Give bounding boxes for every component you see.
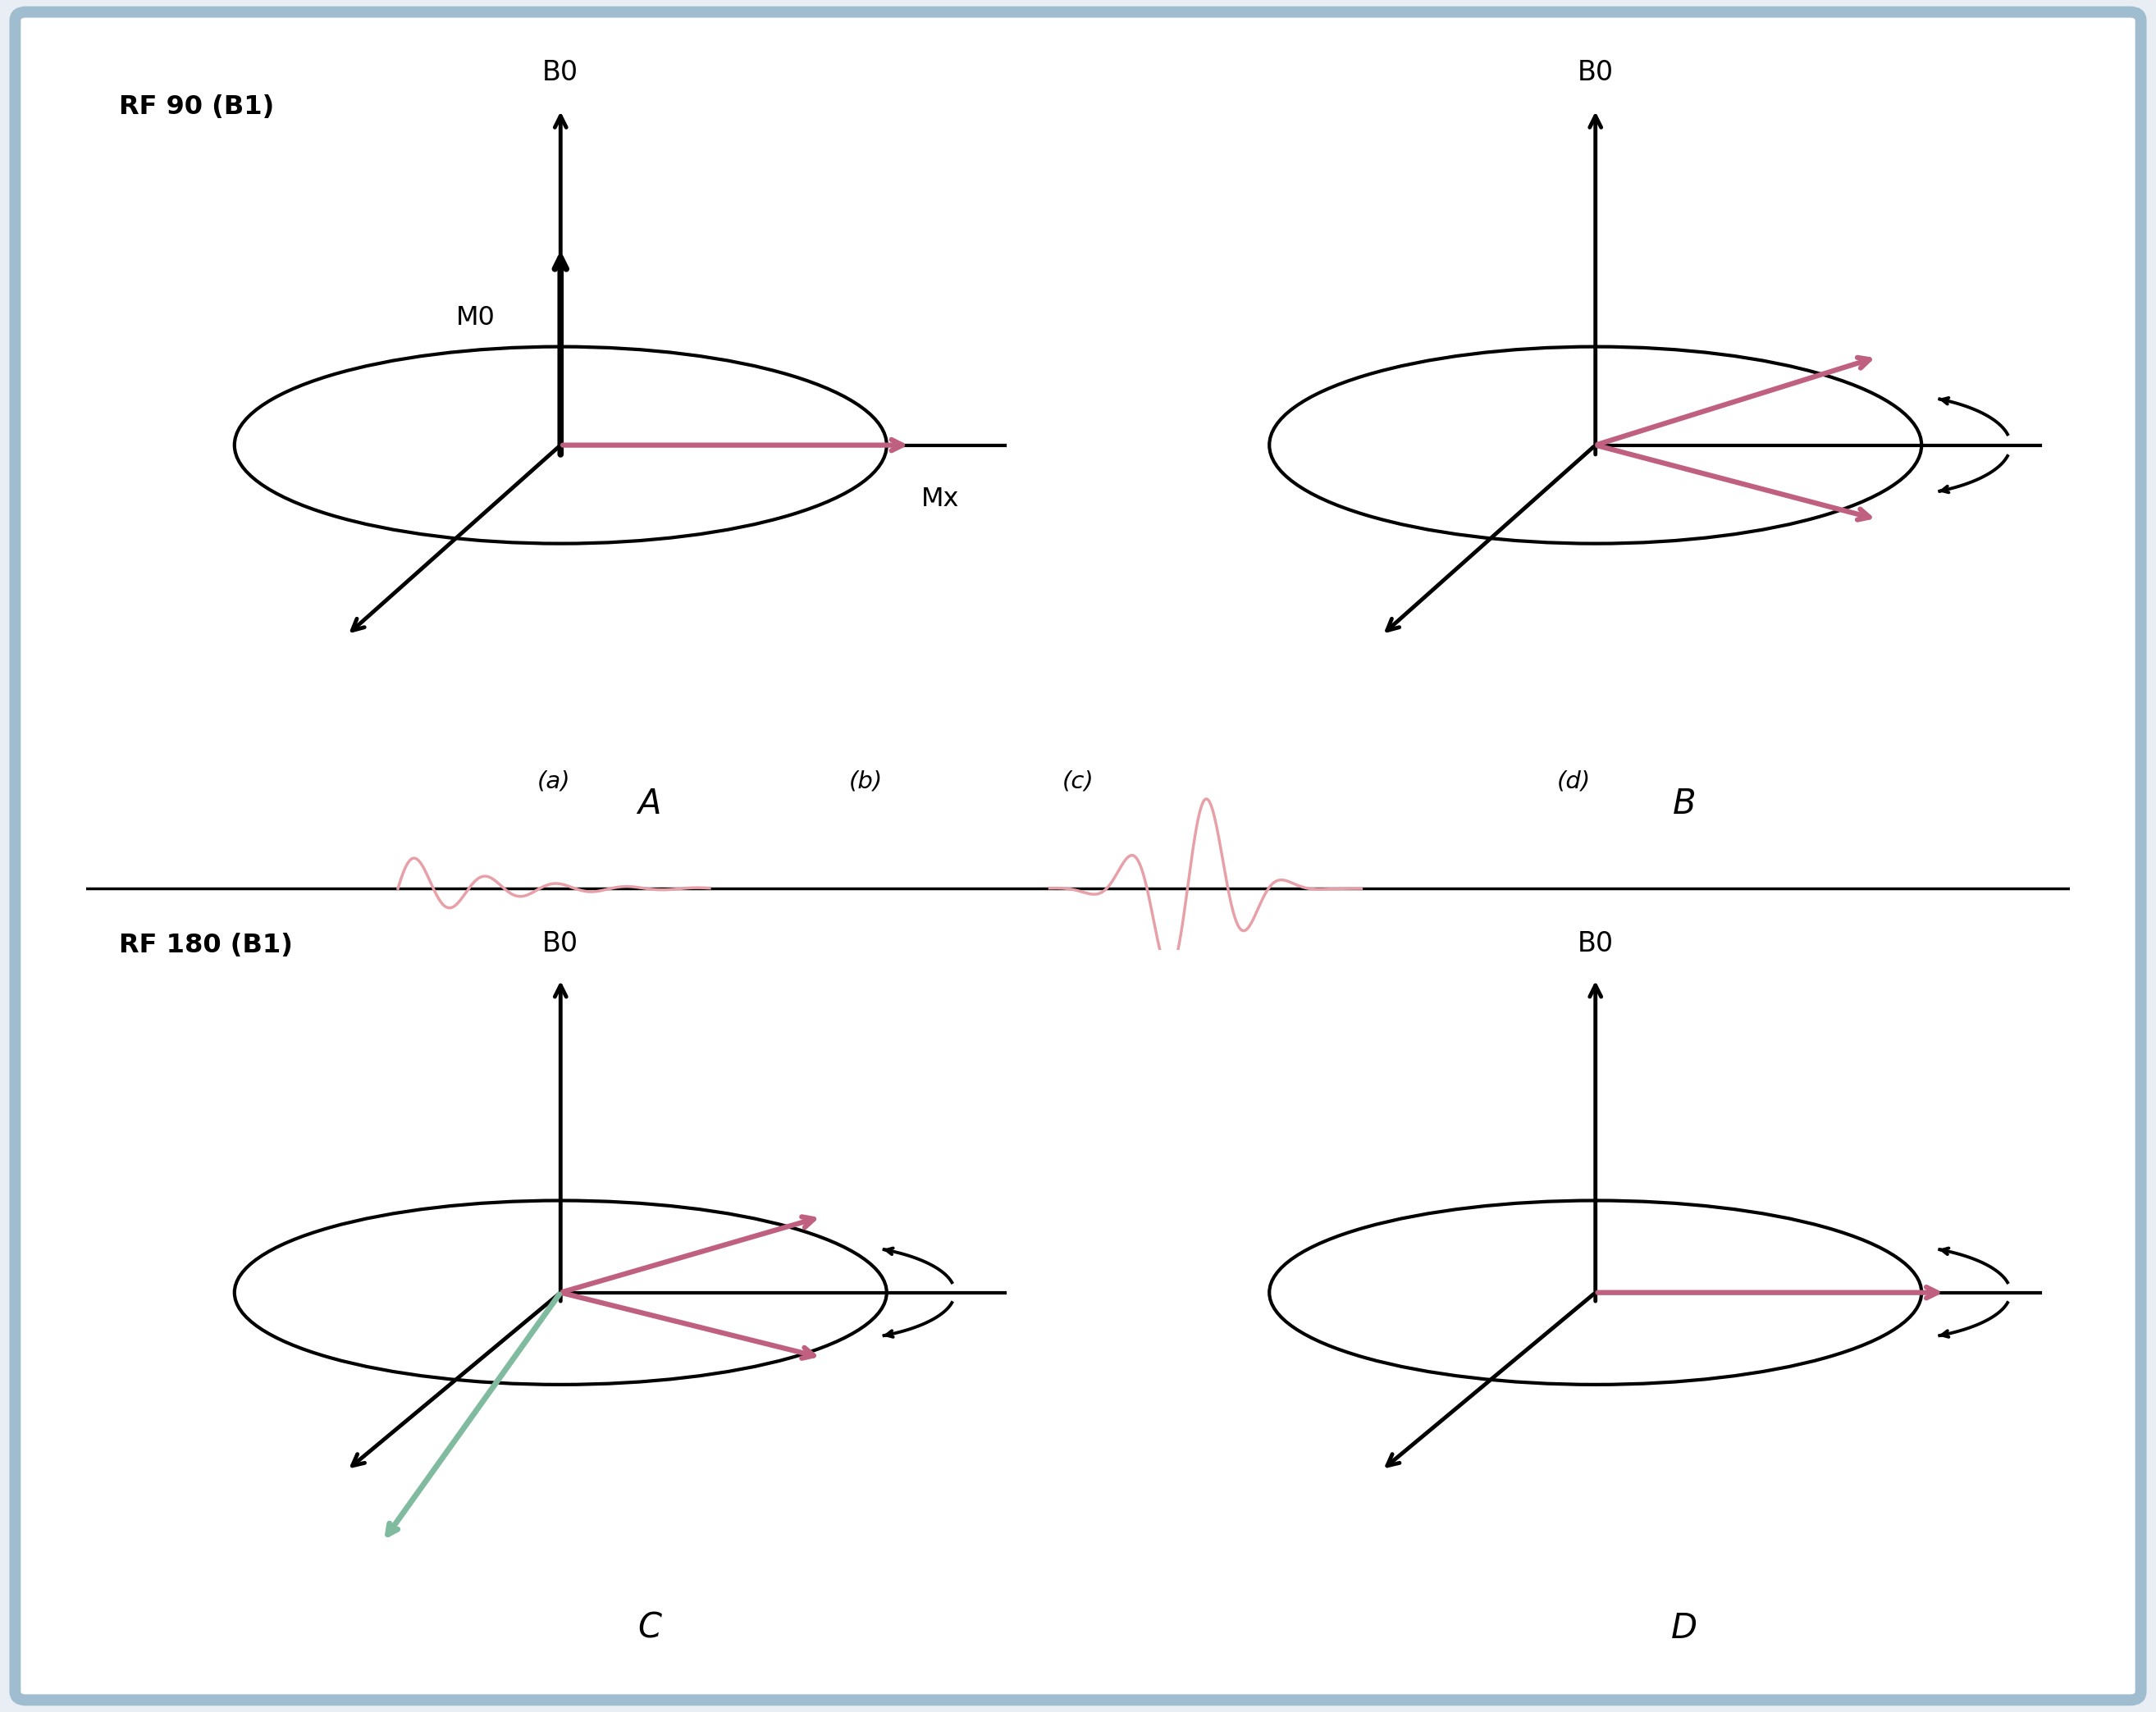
- Text: B0: B0: [543, 930, 578, 957]
- Text: B: B: [1673, 788, 1697, 822]
- Text: Mx: Mx: [921, 486, 959, 512]
- FancyBboxPatch shape: [15, 12, 2141, 1700]
- Text: RF 90 (B1): RF 90 (B1): [119, 94, 274, 120]
- Text: (c): (c): [1063, 770, 1093, 793]
- Text: RF 180 (B1): RF 180 (B1): [119, 933, 293, 959]
- Text: B0: B0: [543, 58, 578, 86]
- Text: B0: B0: [1578, 930, 1613, 957]
- Text: (a): (a): [537, 770, 571, 793]
- Text: C: C: [638, 1611, 662, 1645]
- Text: M0: M0: [457, 305, 496, 330]
- Text: D: D: [1671, 1611, 1697, 1645]
- Text: (d): (d): [1557, 770, 1591, 793]
- Text: (b): (b): [849, 770, 882, 793]
- Text: B0: B0: [1578, 58, 1613, 86]
- Text: A: A: [638, 788, 662, 822]
